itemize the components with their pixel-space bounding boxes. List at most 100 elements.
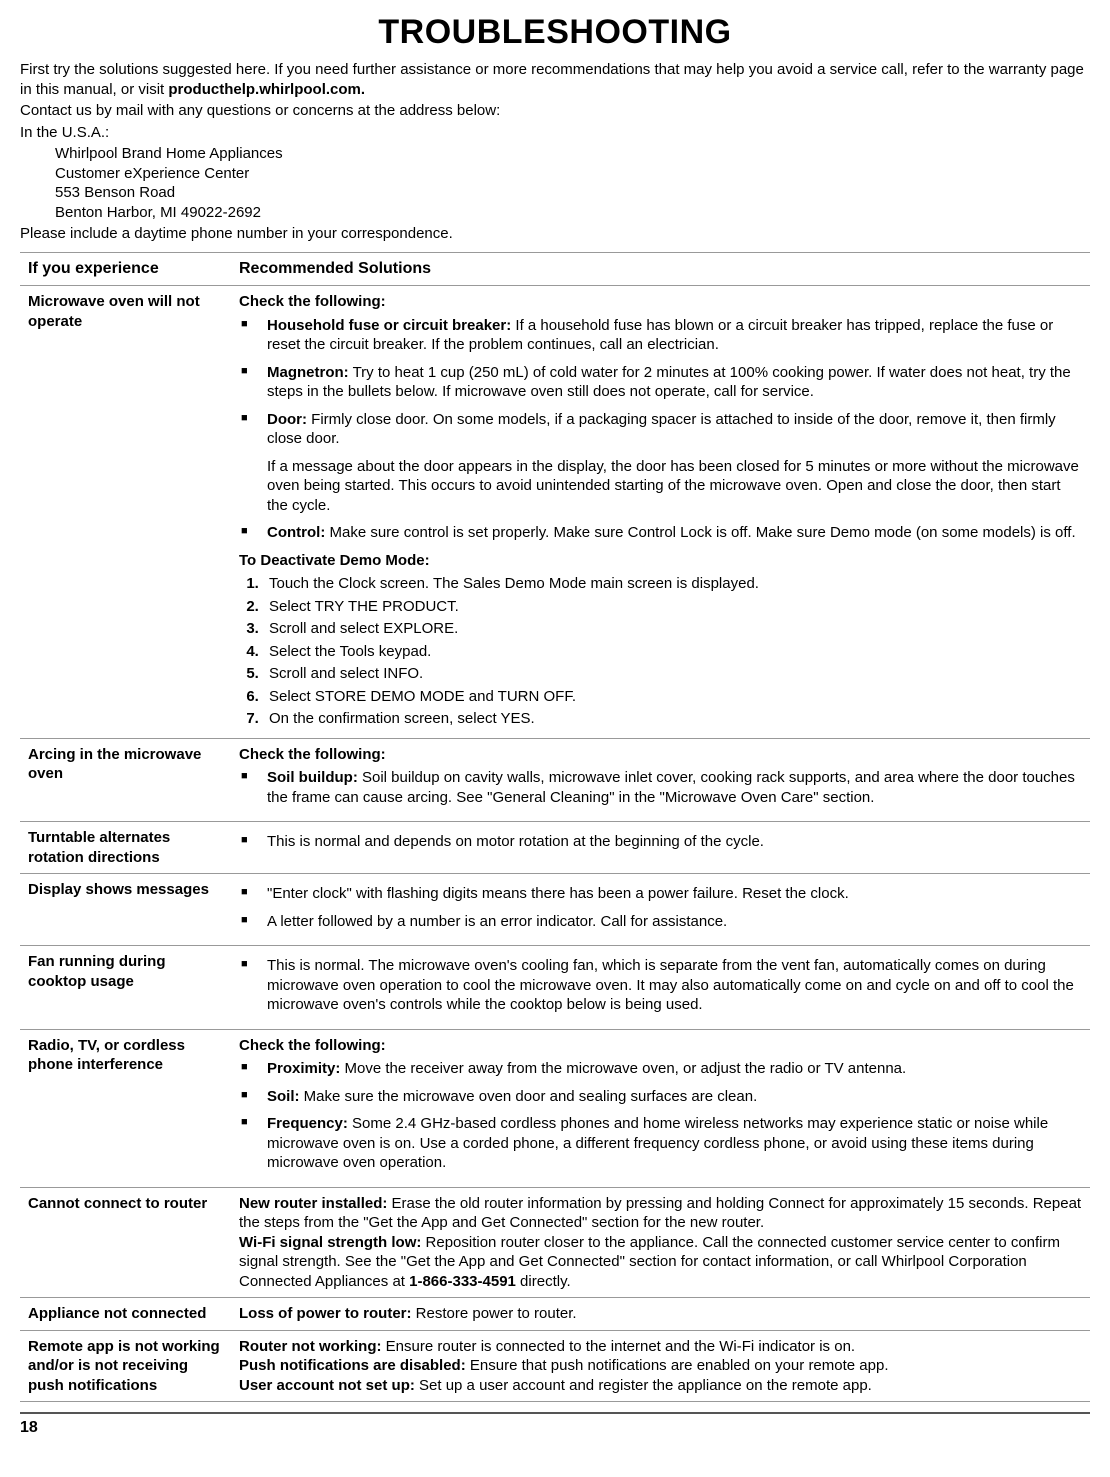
issue-cell: Arcing in the microwave oven	[20, 738, 231, 822]
para-bold: User account not set up:	[239, 1377, 415, 1394]
addr-line-4: Benton Harbor, MI 49022-2692	[55, 203, 1090, 223]
bullet-item: This is normal and depends on motor rota…	[239, 832, 1082, 852]
solution-para: Wi-Fi signal strength low: Reposition ro…	[239, 1233, 1082, 1292]
solution-cell: This is normal. The microwave oven's coo…	[231, 946, 1090, 1030]
bullet-item: Frequency: Some 2.4 GHz-based cordless p…	[239, 1114, 1082, 1173]
solution-cell: New router installed: Erase the old rout…	[231, 1187, 1090, 1298]
bullet-item: Soil: Make sure the microwave oven door …	[239, 1087, 1082, 1107]
solution-para: Router not working: Ensure router is con…	[239, 1337, 1082, 1357]
bullet-item: Household fuse or circuit breaker: If a …	[239, 316, 1082, 355]
page-title: TROUBLESHOOTING	[20, 10, 1090, 54]
intro-line-3: In the U.S.A.:	[20, 123, 1090, 143]
issue-cell: Radio, TV, or cordless phone interferenc…	[20, 1029, 231, 1187]
bullet-bold: Control:	[267, 524, 325, 541]
solution-para: New router installed: Erase the old rout…	[239, 1194, 1082, 1233]
solution-cell: Check the following: Proximity: Move the…	[231, 1029, 1090, 1187]
issue-cell: Cannot connect to router	[20, 1187, 231, 1298]
bullet-extra: If a message about the door appears in t…	[267, 457, 1082, 516]
table-row: Fan running during cooktop usage This is…	[20, 946, 1090, 1030]
step-item: Touch the Clock screen. The Sales Demo M…	[263, 574, 1082, 594]
para-bold: Wi-Fi signal strength low:	[239, 1234, 421, 1251]
mailing-address: Whirlpool Brand Home Appliances Customer…	[55, 144, 1090, 222]
solution-cell: Check the following: Household fuse or c…	[231, 286, 1090, 739]
bullet-text: Firmly close door. On some models, if a …	[267, 411, 1056, 448]
solution-cell: "Enter clock" with flashing digits means…	[231, 874, 1090, 946]
bullet-text: Try to heat 1 cup (250 mL) of cold water…	[267, 364, 1071, 401]
step-item: Select STORE DEMO MODE and TURN OFF.	[263, 687, 1082, 707]
demo-mode-heading: To Deactivate Demo Mode:	[239, 551, 1082, 571]
step-item: Scroll and select INFO.	[263, 664, 1082, 684]
bullet-item: "Enter clock" with flashing digits means…	[239, 884, 1082, 904]
step-item: Scroll and select EXPLORE.	[263, 619, 1082, 639]
para-text: Restore power to router.	[412, 1305, 577, 1322]
bullet-bold: Door:	[267, 411, 307, 428]
bullet-bold: Magnetron:	[267, 364, 349, 381]
header-solution: Recommended Solutions	[231, 252, 1090, 286]
intro-line-2: Contact us by mail with any questions or…	[20, 101, 1090, 121]
bullet-text: Soil buildup on cavity walls, microwave …	[267, 769, 1075, 806]
issue-cell: Display shows messages	[20, 874, 231, 946]
solution-cell: Loss of power to router: Restore power t…	[231, 1298, 1090, 1331]
intro-line-4: Please include a daytime phone number in…	[20, 224, 1090, 244]
troubleshooting-table: If you experience Recommended Solutions …	[20, 252, 1090, 1403]
solution-para: Loss of power to router: Restore power t…	[239, 1304, 1082, 1324]
bullet-bold: Soil buildup:	[267, 769, 358, 786]
para-bold: New router installed:	[239, 1195, 387, 1212]
solution-cell: Router not working: Ensure router is con…	[231, 1330, 1090, 1402]
issue-cell: Microwave oven will not operate	[20, 286, 231, 739]
table-row: Radio, TV, or cordless phone interferenc…	[20, 1029, 1090, 1187]
solution-cell: This is normal and depends on motor rota…	[231, 822, 1090, 874]
bullet-text: Make sure the microwave oven door and se…	[300, 1088, 758, 1105]
solution-cell: Check the following: Soil buildup: Soil …	[231, 738, 1090, 822]
addr-line-1: Whirlpool Brand Home Appliances	[55, 144, 1090, 164]
check-heading: Check the following:	[239, 745, 1082, 765]
step-item: On the confirmation screen, select YES.	[263, 709, 1082, 729]
bullet-item: Magnetron: Try to heat 1 cup (250 mL) of…	[239, 363, 1082, 402]
issue-cell: Turntable alternates rotation directions	[20, 822, 231, 874]
bullet-bold: Proximity:	[267, 1060, 340, 1077]
bullet-item: Soil buildup: Soil buildup on cavity wal…	[239, 768, 1082, 807]
para-text: Ensure router is connected to the intern…	[382, 1338, 856, 1355]
bullet-item: Control: Make sure control is set proper…	[239, 523, 1082, 543]
table-header-row: If you experience Recommended Solutions	[20, 252, 1090, 286]
solution-para: User account not set up: Set up a user a…	[239, 1376, 1082, 1396]
table-row: Cannot connect to router New router inst…	[20, 1187, 1090, 1298]
addr-line-2: Customer eXperience Center	[55, 164, 1090, 184]
issue-cell: Appliance not connected	[20, 1298, 231, 1331]
table-row: Arcing in the microwave oven Check the f…	[20, 738, 1090, 822]
header-issue: If you experience	[20, 252, 231, 286]
para-bold: Loss of power to router:	[239, 1305, 412, 1322]
para-text: Ensure that push notifications are enabl…	[466, 1357, 889, 1374]
bullet-item: Door: Firmly close door. On some models,…	[239, 410, 1082, 516]
bullet-bold: Frequency:	[267, 1115, 348, 1132]
table-row: Appliance not connected Loss of power to…	[20, 1298, 1090, 1331]
bullet-text: Some 2.4 GHz-based cordless phones and h…	[267, 1115, 1048, 1171]
step-item: Select the Tools keypad.	[263, 642, 1082, 662]
bullet-bold: Household fuse or circuit breaker:	[267, 317, 511, 334]
bullet-item: This is normal. The microwave oven's coo…	[239, 956, 1082, 1015]
table-row: Display shows messages "Enter clock" wit…	[20, 874, 1090, 946]
check-heading: Check the following:	[239, 292, 1082, 312]
issue-cell: Remote app is not working and/or is not …	[20, 1330, 231, 1402]
issue-cell: Fan running during cooktop usage	[20, 946, 231, 1030]
para-text: directly.	[516, 1273, 571, 1290]
phone-number: 1-866-333-4591	[409, 1273, 516, 1290]
bullet-text: Make sure control is set properly. Make …	[325, 524, 1075, 541]
para-bold: Push notifications are disabled:	[239, 1357, 466, 1374]
check-heading: Check the following:	[239, 1036, 1082, 1056]
table-row: Remote app is not working and/or is not …	[20, 1330, 1090, 1402]
demo-mode-steps: Touch the Clock screen. The Sales Demo M…	[239, 574, 1082, 729]
addr-line-3: 553 Benson Road	[55, 183, 1090, 203]
step-item: Select TRY THE PRODUCT.	[263, 597, 1082, 617]
intro-line-1: First try the solutions suggested here. …	[20, 60, 1090, 99]
para-text: Set up a user account and register the a…	[415, 1377, 872, 1394]
bullet-item: A letter followed by a number is an erro…	[239, 912, 1082, 932]
bullet-item: Proximity: Move the receiver away from t…	[239, 1059, 1082, 1079]
para-bold: Router not working:	[239, 1338, 382, 1355]
intro-block: First try the solutions suggested here. …	[20, 60, 1090, 244]
intro-site: producthelp.whirlpool.com.	[168, 81, 365, 98]
bullet-text: Move the receiver away from the microwav…	[340, 1060, 906, 1077]
table-row: Microwave oven will not operate Check th…	[20, 286, 1090, 739]
bullet-bold: Soil:	[267, 1088, 300, 1105]
page-number: 18	[20, 1412, 1090, 1439]
